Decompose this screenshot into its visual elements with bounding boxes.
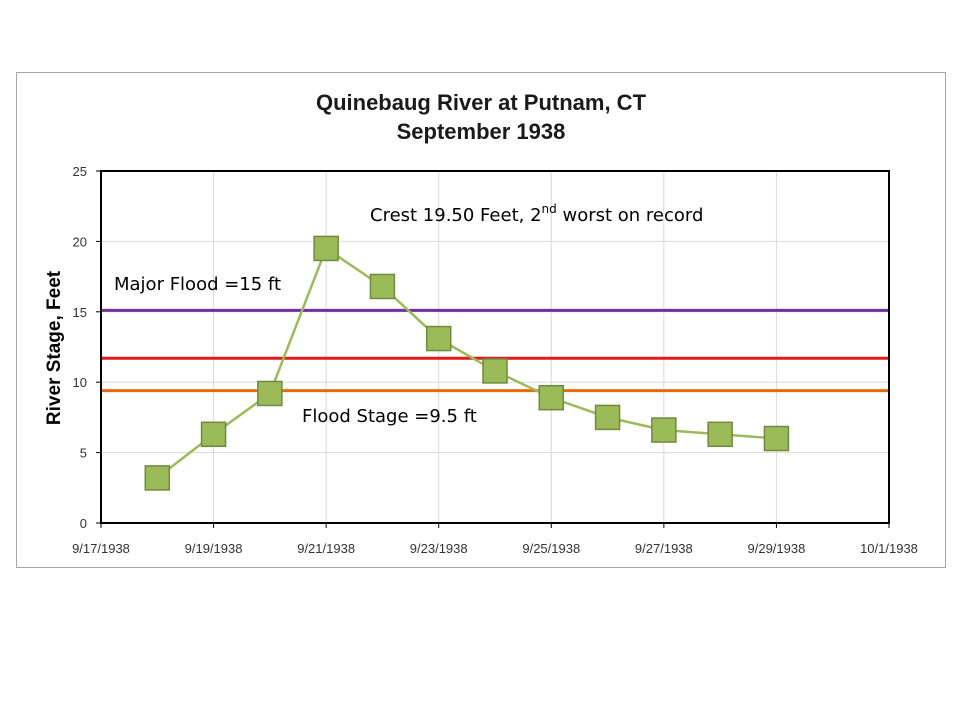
data-point-marker — [425, 325, 452, 352]
x-tick-label: 9/25/1938 — [522, 541, 580, 556]
chart-frame — [16, 72, 946, 568]
data-point-marker — [651, 417, 677, 443]
chart-title-line-2: September 1938 — [396, 119, 566, 144]
data-point-marker — [144, 465, 171, 491]
chart-title: Quinebaug River at Putnam, CT September … — [16, 88, 946, 146]
y-tick-label: 15 — [73, 305, 87, 320]
x-tick-label: 9/23/1938 — [410, 541, 468, 556]
major-flood-annotation: Major Flood =15 ft — [114, 274, 281, 295]
data-point-marker — [707, 421, 733, 448]
x-tick-label: 9/19/1938 — [185, 541, 243, 556]
data-point-marker — [200, 421, 227, 448]
x-tick-label: 9/29/1938 — [748, 541, 806, 556]
chart-title-line-1: Quinebaug River at Putnam, CT — [315, 90, 647, 115]
y-axis-ticks: 0 5 10 15 20 25 — [73, 164, 101, 531]
x-tick-label: 10/1/1938 — [860, 541, 918, 556]
data-point-marker — [369, 273, 396, 300]
x-tick-label: 9/17/1938 — [72, 541, 130, 556]
y-tick-label: 5 — [80, 446, 87, 461]
x-tick-label: 9/27/1938 — [635, 541, 693, 556]
y-tick-label: 0 — [80, 516, 87, 531]
river-stage-series — [144, 235, 790, 491]
x-tick-label: 9/21/1938 — [297, 541, 355, 556]
y-tick-label: 25 — [73, 164, 87, 179]
data-point-marker — [313, 235, 339, 262]
y-tick-label: 20 — [73, 234, 87, 249]
data-point-marker — [257, 380, 283, 407]
data-point-marker — [594, 404, 621, 431]
y-axis-label: River Stage, Feet — [44, 270, 65, 425]
flood-stage-annotation: Flood Stage =9.5 ft — [302, 406, 477, 427]
plot-area-border — [100, 170, 890, 524]
y-tick-label: 10 — [73, 375, 87, 390]
x-axis-ticks: 9/17/1938 9/19/1938 9/21/1938 9/23/1938 9/25… — [72, 523, 918, 556]
data-point-marker — [538, 384, 565, 411]
crest-annotation: Crest 19.50 Feet, 2nd worst on record — [370, 202, 703, 226]
data-point-marker — [482, 358, 508, 384]
data-point-marker — [763, 425, 790, 452]
